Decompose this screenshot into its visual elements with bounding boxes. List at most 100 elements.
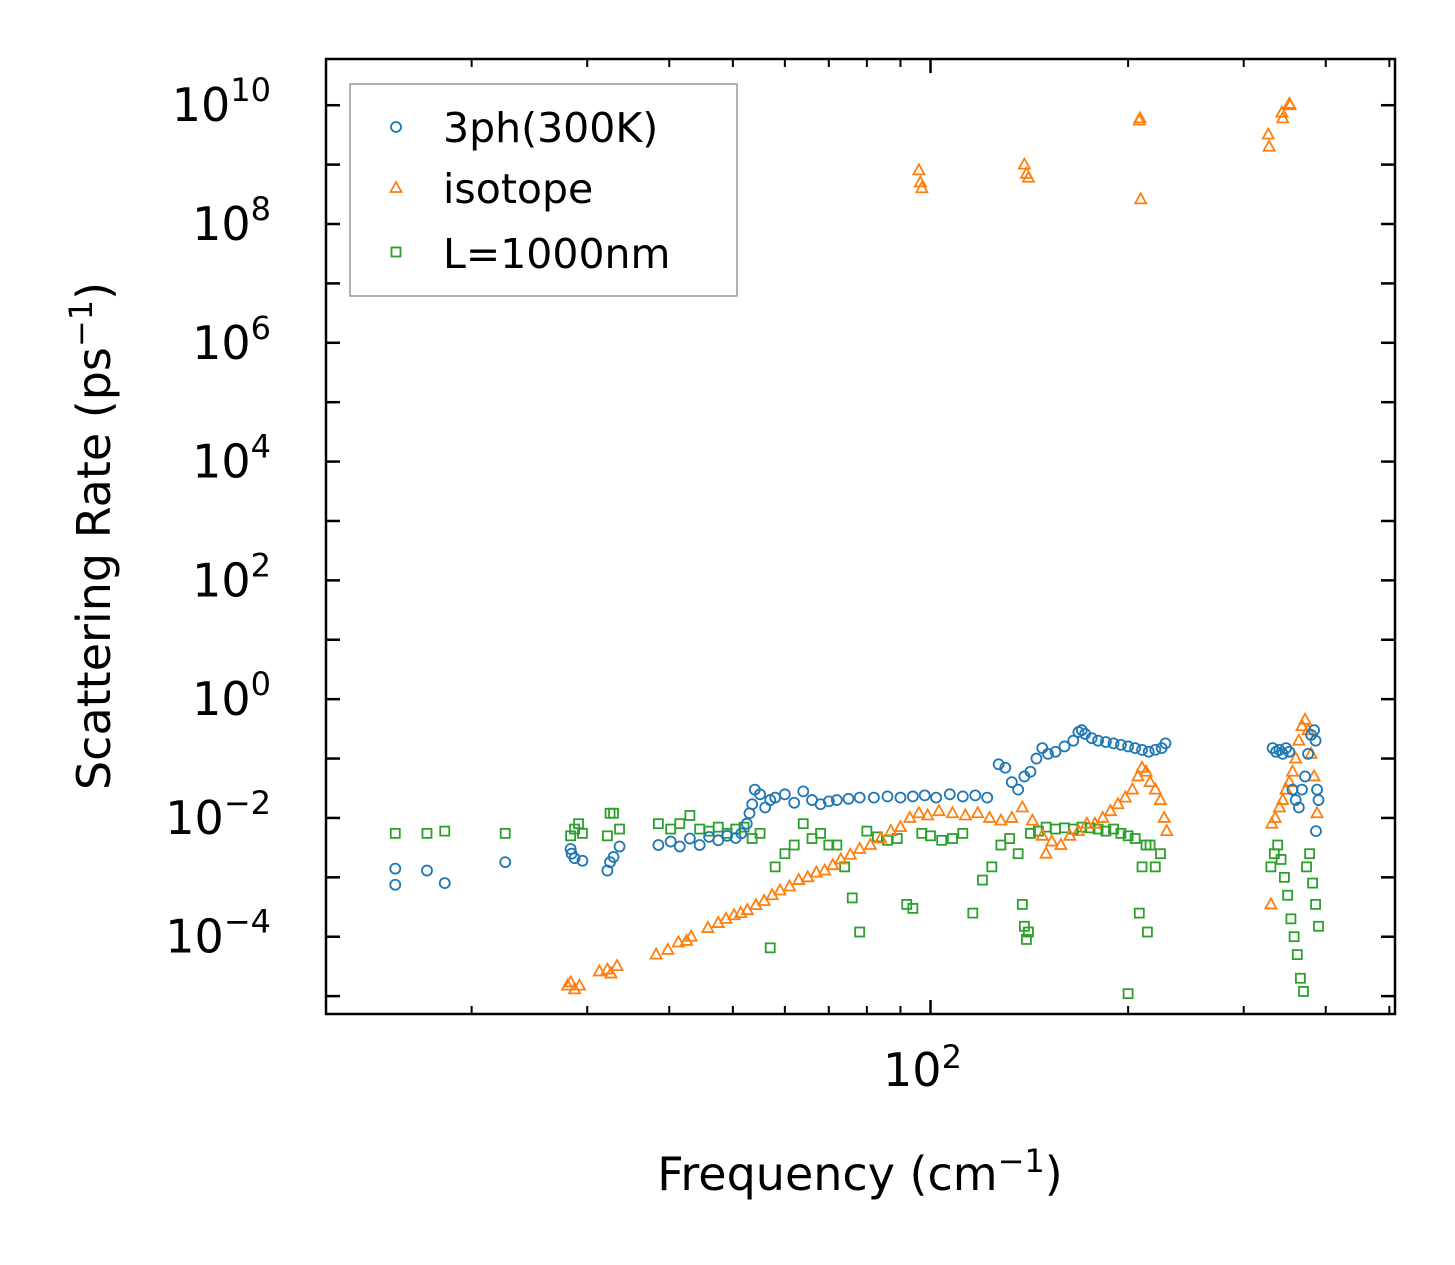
y-tick-label: 102 bbox=[192, 546, 271, 607]
data-point bbox=[894, 791, 907, 804]
data-point bbox=[977, 874, 988, 886]
data-point bbox=[999, 761, 1012, 774]
data-point bbox=[1042, 747, 1054, 760]
data-point bbox=[842, 792, 855, 805]
data-point bbox=[969, 789, 982, 802]
data-point bbox=[920, 807, 935, 821]
data-point bbox=[1142, 745, 1155, 758]
data-point bbox=[871, 831, 883, 843]
data-point bbox=[614, 823, 625, 835]
data-point bbox=[958, 807, 973, 821]
data-point bbox=[664, 835, 677, 848]
data-point bbox=[1058, 740, 1071, 753]
data-point bbox=[1004, 833, 1016, 844]
data-point bbox=[700, 920, 715, 933]
data-point bbox=[1313, 920, 1324, 932]
data-point bbox=[607, 851, 620, 863]
data-point bbox=[1299, 770, 1311, 783]
data-point bbox=[893, 819, 908, 833]
data-point bbox=[982, 810, 997, 823]
data-point bbox=[906, 790, 919, 803]
data-point bbox=[1283, 745, 1296, 758]
data-point bbox=[1017, 156, 1032, 170]
y-tick-label: 108 bbox=[192, 190, 271, 251]
data-point bbox=[1044, 833, 1059, 847]
data-point bbox=[986, 861, 998, 873]
data-point bbox=[389, 862, 402, 875]
data-point bbox=[1159, 737, 1172, 750]
data-point bbox=[1016, 899, 1028, 910]
data-point bbox=[970, 805, 985, 819]
data-point bbox=[1157, 810, 1172, 823]
data-point bbox=[868, 791, 880, 804]
data-point bbox=[1079, 815, 1094, 829]
data-point bbox=[947, 833, 958, 844]
data-point bbox=[1274, 104, 1289, 118]
data-point bbox=[1071, 823, 1086, 837]
data-point bbox=[1004, 810, 1019, 823]
data-point bbox=[1023, 926, 1034, 938]
data-point bbox=[1129, 742, 1142, 754]
data-point bbox=[809, 864, 824, 878]
data-point bbox=[1143, 774, 1158, 788]
data-point bbox=[1288, 931, 1300, 943]
data-point bbox=[572, 977, 587, 991]
data-point bbox=[1309, 734, 1322, 747]
data-point bbox=[1132, 110, 1148, 124]
data-point bbox=[738, 821, 750, 833]
y-tick-label: 10−4 bbox=[165, 903, 271, 964]
data-point bbox=[769, 861, 781, 873]
data-point bbox=[1125, 781, 1140, 795]
data-point bbox=[1285, 913, 1297, 925]
data-point bbox=[1268, 810, 1283, 823]
data-point bbox=[956, 790, 969, 803]
data-point bbox=[764, 942, 776, 954]
data-point bbox=[735, 827, 748, 840]
data-point bbox=[577, 827, 588, 839]
data-point bbox=[389, 878, 402, 891]
data-point bbox=[683, 832, 696, 845]
legend-label-3ph: 3ph(300K) bbox=[443, 104, 658, 152]
data-point bbox=[421, 827, 433, 839]
data-point bbox=[1261, 126, 1276, 140]
data-point bbox=[1053, 837, 1068, 850]
data-point bbox=[499, 856, 512, 869]
series-triangle bbox=[560, 96, 1325, 995]
data-point bbox=[652, 818, 664, 830]
data-point bbox=[1025, 827, 1036, 839]
data-point bbox=[1012, 848, 1024, 860]
y-tick-label: 106 bbox=[192, 309, 271, 370]
legend-label-l1000nm: L=1000nm bbox=[443, 230, 670, 278]
series-circle bbox=[389, 724, 1325, 891]
data-point bbox=[1282, 889, 1294, 901]
data-point bbox=[1275, 792, 1290, 805]
data-point bbox=[1263, 896, 1278, 910]
data-point bbox=[1025, 812, 1040, 826]
data-point bbox=[1301, 861, 1312, 873]
data-point bbox=[1148, 781, 1163, 795]
y-tick-label: 10−2 bbox=[165, 784, 271, 845]
data-point bbox=[945, 805, 960, 819]
data-point bbox=[389, 827, 401, 839]
data-point bbox=[925, 830, 936, 842]
data-point bbox=[1292, 801, 1305, 814]
data-point bbox=[1095, 810, 1110, 823]
data-point bbox=[1265, 861, 1277, 873]
data-point bbox=[1115, 827, 1127, 839]
data-point bbox=[797, 785, 810, 798]
data-point bbox=[863, 837, 878, 850]
data-point bbox=[1266, 742, 1279, 754]
data-point bbox=[981, 791, 994, 804]
x-axis-title: Frequency (cm−1) bbox=[657, 1142, 1062, 1201]
legend-marker-triangle bbox=[388, 180, 404, 193]
legend-entry-3ph: 3ph(300K) bbox=[390, 104, 658, 152]
data-point bbox=[1122, 740, 1135, 753]
data-point bbox=[1129, 833, 1141, 844]
data-point bbox=[1298, 711, 1313, 725]
data-point bbox=[1100, 825, 1112, 837]
data-point bbox=[1039, 845, 1054, 859]
data-point bbox=[740, 817, 753, 830]
data-point bbox=[1307, 877, 1319, 889]
data-point bbox=[788, 839, 800, 851]
